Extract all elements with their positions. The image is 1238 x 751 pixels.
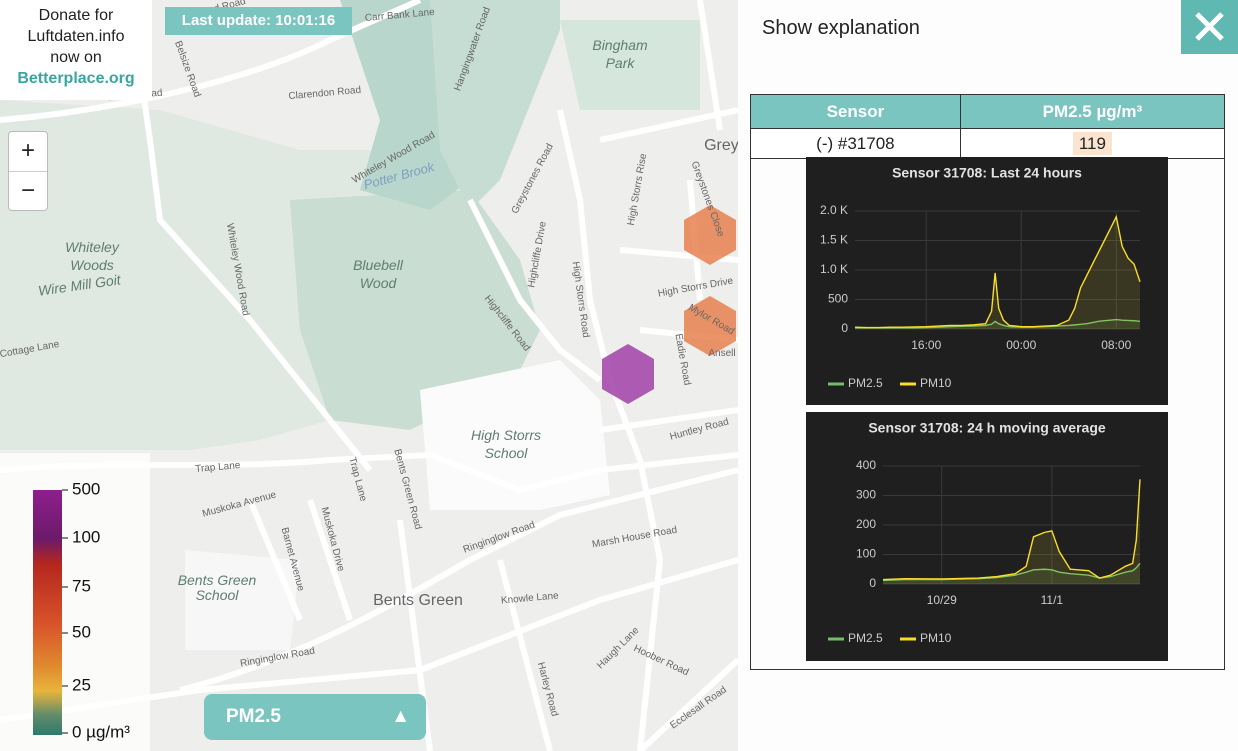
y-tick-label: 1.0 K [820, 262, 848, 276]
chart-title: Sensor 31708: Last 24 hours [892, 165, 1082, 181]
sensor-value-cell: 119 [959, 128, 1226, 159]
zoom-control: + − [8, 131, 48, 211]
school-area [185, 550, 300, 650]
donate-box: Donate for Luftdaten.info now on Betterp… [0, 0, 152, 100]
donate-link[interactable]: Betterplace.org [17, 70, 135, 87]
sensor-hexagon[interactable] [684, 296, 736, 356]
sensor-hexagon[interactable] [602, 344, 654, 404]
park-area [560, 20, 700, 110]
legend-label: PM10 [920, 376, 952, 390]
series-area [855, 216, 1140, 329]
series-line [854, 214, 1141, 329]
legend-label: 500 [72, 479, 100, 498]
legend-background [0, 453, 150, 751]
wood-area [290, 190, 540, 430]
y-tick-label: 200 [856, 517, 876, 531]
map-label: High Storrs [471, 427, 541, 443]
chart: Sensor 31708: Last 24 hours 0 500 1.0 K 1.5 … [806, 157, 1168, 405]
map-label: School [196, 587, 240, 603]
x-tick-label: 10/29 [927, 593, 957, 607]
selector-label: PM2.5 [226, 706, 281, 727]
map-label: Knowle Lane [500, 590, 559, 606]
legend-label: 25 [72, 675, 91, 694]
sensor-table: Sensor PM2.5 µg/m³ (-) #31708 119 [750, 94, 1226, 159]
x-tick-label: 00:00 [1006, 338, 1036, 352]
legend-label: PM10 [920, 631, 952, 645]
series-area [883, 563, 1140, 584]
y-tick-label: 0 [869, 576, 876, 590]
explanation-toggle[interactable]: Show explanation [762, 17, 920, 39]
x-tick-label: 16:00 [911, 338, 941, 352]
legend-label: PM2.5 [848, 631, 883, 645]
selector-icon: ▲ [391, 706, 410, 727]
table-header: PM2.5 µg/m³ [959, 94, 1226, 129]
park-area [430, 0, 560, 210]
series-area [883, 479, 1140, 584]
donate-text: Donate for [38, 7, 114, 24]
close-icon [1195, 12, 1224, 41]
y-tick-label: 0 [841, 321, 848, 335]
map-label: Bingham [592, 37, 648, 53]
x-tick-label: 11/1 [1041, 593, 1064, 607]
map-label: Ansell [708, 348, 735, 359]
chart: Sensor 31708: 24 h moving average 0 100 200… [806, 412, 1168, 661]
sensor-hexagon[interactable] [684, 205, 736, 265]
series-area [855, 319, 1140, 329]
pollutant-selector[interactable]: PM2.5 ▲ [204, 694, 426, 740]
donate-text: Luftdaten.info [27, 28, 125, 45]
legend-label: 0 µg/m³ [72, 722, 130, 741]
map-label: Trap Lane [195, 460, 241, 475]
map-label: Woods [70, 257, 114, 273]
map-label: Greystones [704, 137, 738, 154]
x-tick-label: 08:00 [1101, 338, 1131, 352]
legend-label: 100 [72, 527, 100, 546]
chart-title: Sensor 31708: 24 h moving average [868, 420, 1106, 436]
map-label: Whiteley [65, 239, 120, 255]
legend-gradient [33, 490, 62, 735]
y-tick-label: 100 [856, 547, 876, 561]
y-tick-label: 2.0 K [820, 203, 848, 217]
y-tick-label: 500 [828, 292, 848, 306]
legend-label: 75 [72, 576, 91, 595]
legend-label: 50 [72, 622, 91, 641]
table-header: Sensor [750, 94, 961, 129]
map-label: Bluebell [353, 257, 404, 273]
series-line [855, 318, 1141, 329]
last-update: Last update: 10:01:16 [165, 7, 352, 35]
y-tick-label: 400 [856, 458, 876, 472]
zoom-out[interactable]: − [9, 171, 47, 211]
map-label: Wood [360, 275, 398, 291]
sensor-id[interactable]: (-) #31708 [750, 128, 961, 159]
map-label: Park [606, 55, 636, 71]
donate-text: now on [50, 49, 102, 66]
y-tick-label: 300 [856, 488, 876, 502]
close-button[interactable] [1181, 0, 1238, 54]
zoom-in[interactable]: + [20, 137, 35, 164]
y-tick-label: 1.5 K [820, 233, 848, 247]
map-label: School [485, 445, 529, 461]
sensor-value: 119 [1072, 131, 1112, 155]
legend-label: PM2.5 [848, 376, 883, 390]
map-label: Bents Green [373, 592, 463, 609]
series-line [882, 479, 1141, 581]
legend: 500 100 75 50 25 0 µg/m³ [33, 479, 130, 741]
map-label: Bents Green [178, 572, 257, 588]
